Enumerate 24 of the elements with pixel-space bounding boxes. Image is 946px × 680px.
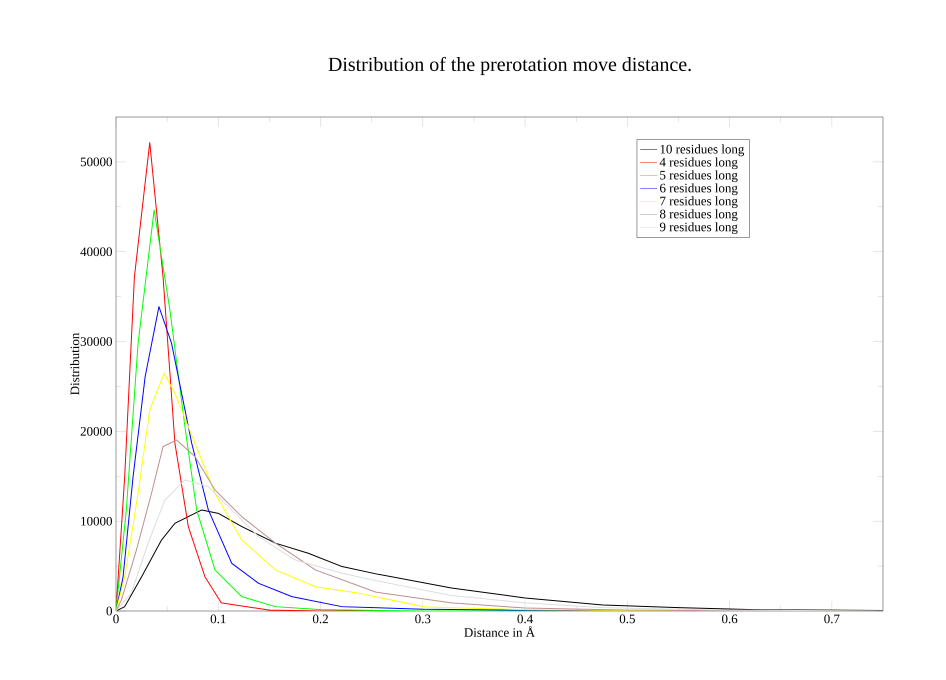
legend-label: 6 residues long (660, 183, 738, 196)
legend-label: 9 residues long (660, 222, 738, 234)
x-axis-title: Distance in Å (464, 626, 536, 637)
x-tick-label: 0.6 (722, 614, 738, 624)
chart-title: Distribution of the prerotation move distance. (328, 56, 691, 76)
x-tick-label: 0.5 (620, 614, 635, 624)
x-tick-label: 0 (113, 614, 119, 624)
y-tick-label: 50000 (80, 158, 112, 166)
y-tick-label: 10000 (81, 516, 112, 526)
x-tick-label: 0.7 (824, 614, 840, 624)
x-tick-label: 0.4 (517, 614, 533, 624)
x-tick-label: 0.2 (312, 614, 328, 624)
y-tick-label: 30000 (80, 337, 112, 346)
y-axis-title: Distribution (70, 332, 80, 395)
y-tick-label: 20000 (80, 427, 112, 436)
legend-label: 4 residues long (660, 157, 738, 170)
x-tick-label: 0.1 (210, 614, 226, 624)
y-tick-label: 0 (106, 606, 112, 616)
legend-label: 10 residues long (660, 144, 744, 156)
y-tick-label: 40000 (80, 247, 112, 256)
legend-label: 5 residues long (660, 170, 738, 182)
legend-label: 7 residues long (660, 196, 738, 208)
x-tick-label: 0.3 (415, 614, 430, 624)
legend-label: 8 residues long (660, 209, 738, 222)
